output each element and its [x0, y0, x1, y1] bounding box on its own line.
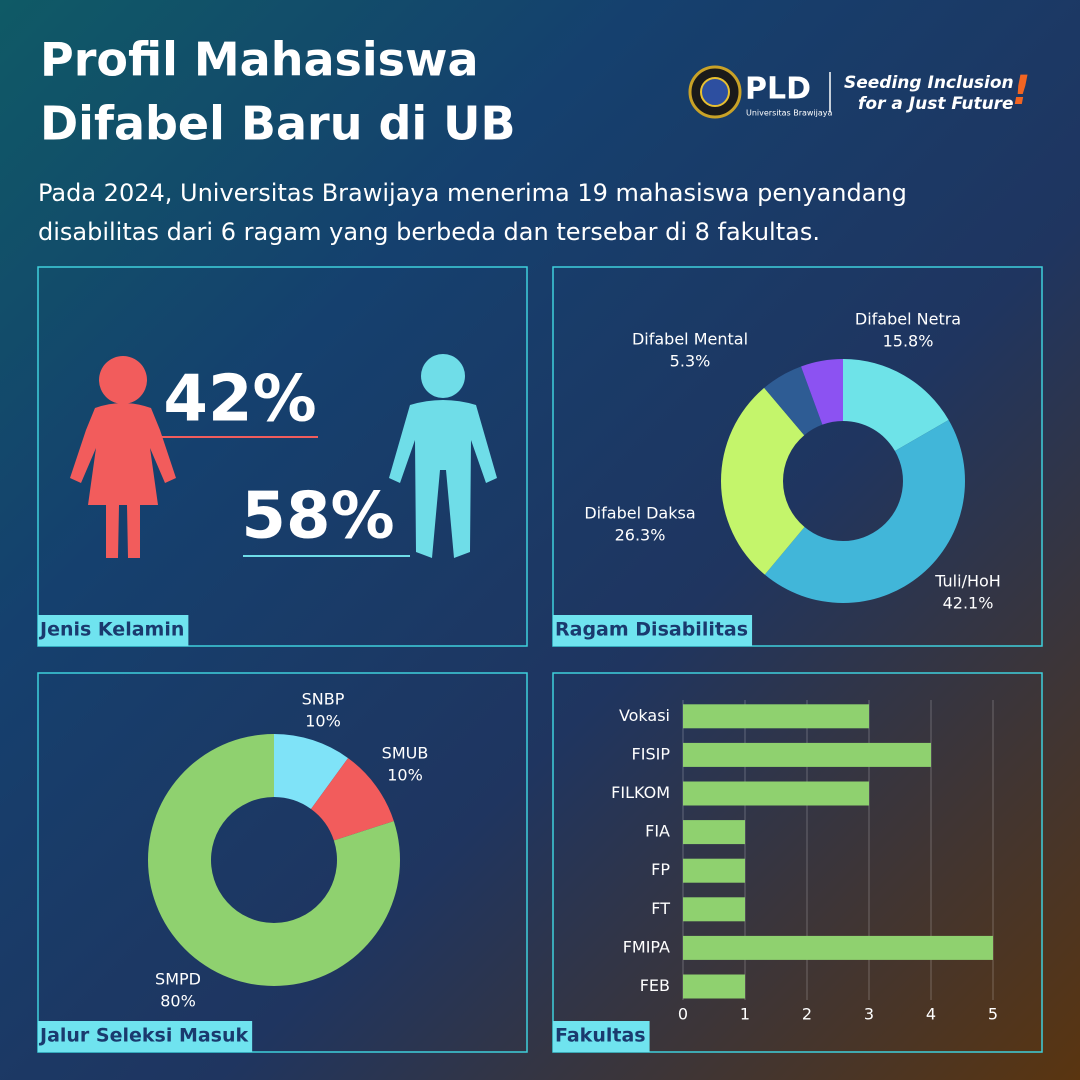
logo-mark: PLD	[745, 72, 811, 107]
title: Profil Mahasiswa	[40, 33, 479, 87]
title: Difabel Baru di UB	[40, 97, 516, 151]
logo: PLD Universitas Brawijaya Seeding Inclus…	[688, 65, 1030, 119]
bar	[683, 704, 869, 729]
icon-head	[99, 356, 147, 404]
panel-title-bg	[38, 1021, 253, 1052]
subtitle: Pada 2024, Universitas Brawijaya menerim…	[38, 179, 907, 207]
icon-head	[421, 354, 465, 398]
x-tick-label: 0	[678, 1005, 688, 1024]
donut-slice	[721, 387, 805, 575]
donut-slice	[764, 366, 823, 436]
y-tick-label: FMIPA	[623, 937, 670, 956]
slice-label: Difabel Netra	[855, 310, 961, 329]
donut-slice	[843, 359, 949, 451]
donut-slice	[801, 359, 843, 425]
panel-title-bg	[553, 615, 753, 646]
slice-value: 42.1%	[943, 594, 994, 613]
slogan: for a Just Future	[858, 94, 1014, 114]
slice-label: Difabel Mental	[632, 330, 748, 349]
slice-value: 26.3%	[615, 526, 666, 545]
donut-slice	[311, 758, 394, 841]
slice-value: 5.3%	[670, 352, 711, 371]
female-icon	[70, 356, 176, 558]
panel-title: Ragam Disabilitas	[555, 619, 748, 641]
value-label: 58%	[241, 480, 394, 554]
slogan: Seeding Inclusion	[844, 73, 1014, 93]
panel	[552, 672, 1043, 1053]
donut-slice	[764, 420, 965, 603]
value-label: 42%	[163, 363, 316, 437]
y-tick-label: FEB	[640, 976, 670, 995]
bar	[683, 897, 745, 922]
donut-slice	[148, 734, 401, 987]
slice-label: SMUB	[382, 744, 429, 763]
bar	[683, 935, 993, 960]
icon-body	[70, 403, 176, 558]
slice-label: Tuli/HoH	[934, 572, 1001, 591]
x-tick-label: 5	[988, 1005, 998, 1024]
panel-title-bg	[38, 615, 189, 646]
panel-title-bg	[553, 1021, 650, 1052]
slice-value: 80%	[160, 992, 196, 1011]
panel-title: Jenis Kelamin	[38, 619, 184, 641]
panel	[37, 672, 528, 1053]
bar	[683, 781, 869, 806]
icon-body	[389, 400, 497, 558]
x-tick-label: 2	[802, 1005, 812, 1024]
slice-value: 10%	[305, 712, 341, 731]
bar	[683, 820, 745, 845]
slice-label: SNBP	[302, 690, 345, 709]
x-tick-label: 4	[926, 1005, 936, 1024]
logo-university: Universitas Brawijaya	[746, 109, 833, 118]
slogan-mark: !	[1012, 68, 1030, 114]
subtitle: disabilitas dari 6 ragam yang berbeda da…	[38, 218, 820, 246]
panel	[37, 266, 528, 647]
y-tick-label: FISIP	[632, 744, 671, 763]
y-tick-label: Vokasi	[619, 706, 670, 725]
slice-label: SMPD	[155, 970, 201, 989]
y-tick-label: FT	[651, 899, 670, 918]
slice-value: 10%	[387, 766, 423, 785]
y-tick-label: FP	[651, 860, 670, 879]
x-tick-label: 1	[740, 1005, 750, 1024]
panel	[552, 266, 1043, 647]
y-tick-label: FIA	[645, 822, 670, 841]
panel-title: Jalur Seleksi Masuk	[38, 1025, 249, 1047]
slice-value: 15.8%	[883, 332, 934, 351]
bar	[683, 974, 745, 999]
emblem	[700, 77, 730, 107]
x-tick-label: 3	[864, 1005, 874, 1024]
bar	[683, 858, 745, 883]
y-tick-label: FILKOM	[611, 783, 670, 802]
slice-label: Difabel Daksa	[584, 504, 695, 523]
donut-slice	[274, 734, 349, 810]
bar	[683, 742, 931, 767]
panel-title: Fakultas	[555, 1025, 646, 1047]
male-icon	[389, 354, 497, 558]
